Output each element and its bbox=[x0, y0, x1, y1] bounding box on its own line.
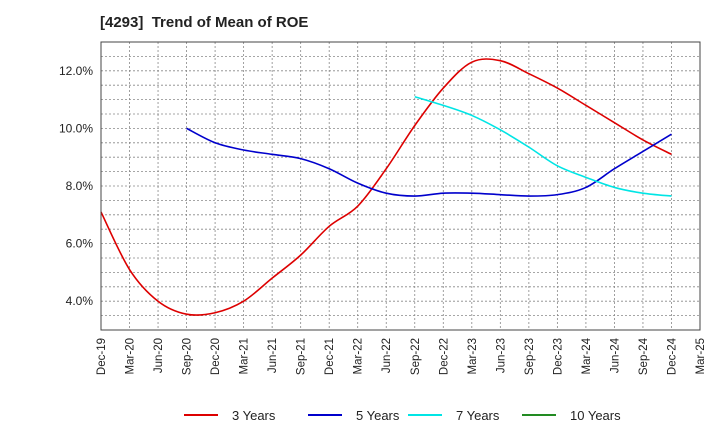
legend-label: 10 Years bbox=[570, 407, 621, 423]
x-tick-label: Mar-21 bbox=[239, 338, 251, 374]
y-axis-ticks: 4.0% 6.0% 8.0% 10.0% 12.0% bbox=[59, 64, 93, 308]
x-tick-label: Sep-22 bbox=[410, 338, 422, 375]
legend-swatch bbox=[522, 414, 556, 416]
y-tick-label: 12.0% bbox=[59, 64, 93, 78]
x-tick-label: Sep-23 bbox=[524, 338, 536, 375]
series-lines bbox=[100, 58, 672, 316]
x-tick-label: Jun-23 bbox=[495, 338, 507, 373]
series-line-3-years bbox=[100, 58, 672, 316]
legend-label: 5 Years bbox=[356, 407, 400, 423]
y-tick-label: 10.0% bbox=[59, 121, 93, 135]
legend-label: 3 Years bbox=[232, 407, 276, 423]
x-tick-label: Dec-24 bbox=[666, 337, 678, 375]
legend-item-10-years: 10 Years bbox=[522, 404, 621, 426]
grid bbox=[100, 41, 701, 331]
x-tick-label: Jun-24 bbox=[609, 337, 621, 373]
series-line-5-years bbox=[186, 127, 672, 197]
chart-title: [4293] Trend of Mean of ROE bbox=[100, 14, 309, 31]
x-tick-label: Dec-19 bbox=[96, 338, 108, 375]
x-tick-label: Mar-23 bbox=[467, 338, 479, 374]
series-line-7-years bbox=[414, 95, 672, 197]
x-tick-label: Mar-22 bbox=[353, 338, 365, 374]
x-tick-label: Jun-22 bbox=[381, 338, 393, 373]
line-chart: 4.0% 6.0% 8.0% 10.0% 12.0% Dec-19 Mar-20 Jun-2… bbox=[59, 41, 707, 375]
legend: 3 Years 5 Years 7 Years 10 Years bbox=[0, 404, 720, 426]
x-tick-label: Dec-21 bbox=[324, 338, 336, 375]
y-tick-label: 8.0% bbox=[66, 179, 94, 193]
plot-frame bbox=[100, 41, 701, 331]
x-tick-label: Mar-25 bbox=[695, 338, 707, 374]
x-tick-label: Dec-20 bbox=[210, 338, 222, 375]
legend-item-7-years: 7 Years bbox=[408, 404, 499, 426]
legend-swatch bbox=[408, 414, 442, 416]
legend-item-3-years: 3 Years bbox=[184, 404, 275, 426]
x-tick-label: Jun-20 bbox=[153, 338, 165, 373]
x-tick-label: Sep-21 bbox=[296, 338, 308, 375]
x-tick-label: Dec-22 bbox=[438, 338, 450, 375]
x-tick-label: Sep-24 bbox=[638, 337, 650, 375]
x-tick-label: Jun-21 bbox=[267, 338, 279, 373]
x-axis-ticks: Dec-19 Mar-20 Jun-20 Sep-20 Dec-20 Mar-21 Jun-… bbox=[96, 337, 707, 375]
x-tick-label: Mar-24 bbox=[581, 337, 593, 374]
y-tick-label: 4.0% bbox=[66, 294, 94, 308]
x-tick-label: Sep-20 bbox=[182, 338, 194, 375]
x-tick-label: Mar-20 bbox=[125, 338, 137, 374]
legend-swatch bbox=[308, 414, 342, 416]
legend-label: 7 Years bbox=[456, 407, 500, 423]
legend-swatch bbox=[184, 414, 218, 416]
y-tick-label: 6.0% bbox=[66, 237, 94, 251]
legend-item-5-years: 5 Years bbox=[308, 404, 399, 426]
x-tick-label: Dec-23 bbox=[552, 338, 564, 375]
